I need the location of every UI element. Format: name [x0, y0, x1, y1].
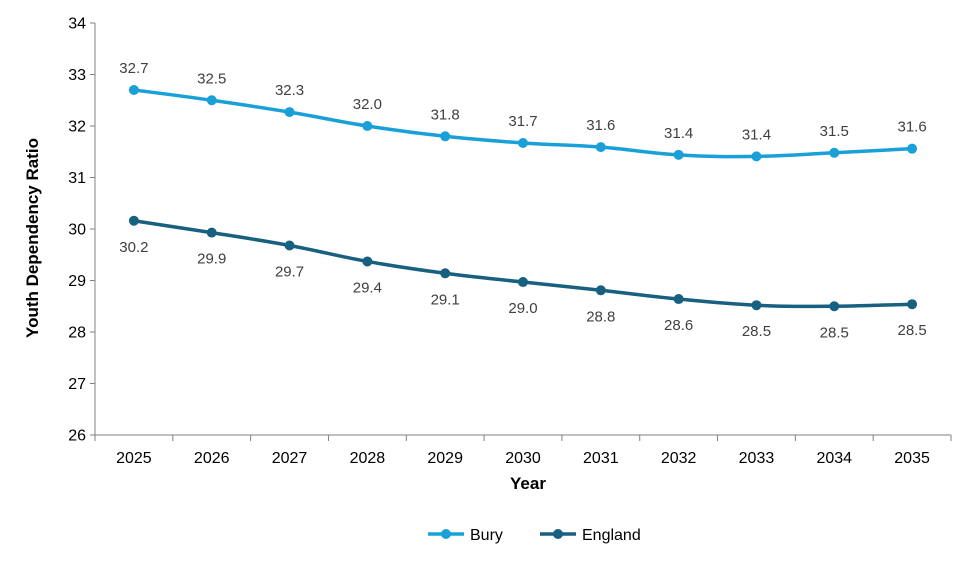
data-label-england: 29.9 — [197, 251, 226, 268]
x-axis-title: Year — [510, 474, 546, 493]
legend-label: Bury — [470, 527, 503, 544]
data-label-bury: 31.6 — [897, 119, 926, 136]
legend: Bury England — [428, 527, 641, 544]
data-label-england: 29.0 — [508, 300, 537, 317]
data-label-england: 28.5 — [820, 324, 849, 341]
data-label-bury: 32.7 — [119, 60, 148, 77]
series-bury — [128, 84, 918, 162]
y-tick-label: 32 — [68, 119, 86, 136]
series-line-england — [133, 219, 913, 309]
data-point-england — [206, 227, 217, 238]
y-tick-label: 34 — [68, 16, 86, 33]
x-tick-label: 2031 — [583, 450, 619, 467]
y-axis-title: Youth Dependency Ratio — [23, 138, 42, 338]
data-point-bury — [907, 143, 918, 154]
data-point-bury — [829, 147, 840, 158]
x-tick-label: 2025 — [116, 450, 152, 467]
legend-item-bury: Bury — [428, 527, 503, 544]
data-point-england — [284, 240, 295, 251]
x-tick-label: 2027 — [272, 450, 308, 467]
data-label-bury: 31.5 — [820, 123, 849, 140]
y-tick-label: 28 — [68, 325, 86, 342]
data-label-bury: 31.4 — [664, 125, 693, 142]
data-label-bury: 31.7 — [508, 113, 537, 130]
y-tick-label: 33 — [68, 67, 86, 84]
data-label-bury: 31.8 — [431, 106, 460, 123]
data-label-england: 29.1 — [431, 291, 460, 308]
x-tick-label: 2033 — [739, 450, 775, 467]
data-label-england: 28.6 — [664, 317, 693, 334]
data-label-england: 28.8 — [586, 308, 615, 325]
data-point-england — [751, 300, 762, 311]
series-england — [128, 215, 918, 312]
data-point-bury — [128, 84, 139, 95]
data-point-england — [128, 215, 139, 226]
data-point-england — [518, 277, 528, 288]
y-tick-label: 27 — [68, 376, 86, 393]
data-point-bury — [284, 107, 295, 118]
x-tick-label: 2034 — [816, 450, 852, 467]
x-tick-label: 2026 — [194, 450, 230, 467]
data-point-england — [440, 268, 451, 279]
x-tick-label: 2032 — [661, 450, 697, 467]
y-tick-label: 26 — [68, 428, 86, 445]
data-point-england — [907, 299, 918, 310]
y-tick-label: 30 — [68, 222, 86, 239]
data-label-bury: 32.0 — [353, 96, 382, 113]
data-point-england — [829, 301, 840, 312]
legend-swatch-marker — [553, 529, 563, 539]
data-point-bury — [595, 142, 606, 153]
data-point-bury — [673, 149, 684, 160]
data-point-england — [362, 256, 373, 267]
data-label-bury: 32.5 — [197, 70, 226, 87]
data-label-england: 29.4 — [353, 279, 382, 296]
data-label-england: 30.2 — [119, 239, 148, 256]
data-point-bury — [206, 95, 217, 106]
data-label-england: 28.5 — [897, 322, 926, 339]
data-point-england — [595, 285, 606, 296]
data-labels: 32.7 32.5 32.3 32.0 31.8 31.7 31.6 31.4 31.4 31.5… — [119, 60, 926, 341]
data-label-bury: 31.6 — [586, 117, 615, 134]
data-point-bury — [518, 137, 528, 148]
data-point-bury — [362, 121, 373, 131]
data-label-england: 28.5 — [742, 323, 771, 340]
legend-item-england: England — [540, 527, 641, 544]
x-tick-label: 2035 — [894, 450, 930, 467]
data-label-bury: 31.4 — [742, 126, 771, 143]
data-point-england — [673, 294, 684, 305]
axes: 26 27 28 29 30 31 32 33 34 2025 2026 2027 2028 2029 20… — [68, 16, 952, 467]
series-layer — [128, 84, 918, 312]
x-tick-label: 2030 — [505, 450, 541, 467]
data-point-bury — [440, 131, 451, 142]
y-tick-label: 29 — [68, 273, 86, 290]
legend-swatch-marker — [441, 529, 451, 539]
legend-label: England — [582, 527, 641, 544]
x-tick-label: 2029 — [427, 450, 463, 467]
data-point-bury — [751, 151, 762, 162]
data-label-england: 29.7 — [275, 263, 304, 280]
y-tick-label: 31 — [68, 170, 86, 187]
x-tick-label: 2028 — [350, 450, 386, 467]
data-label-bury: 32.3 — [275, 82, 304, 99]
